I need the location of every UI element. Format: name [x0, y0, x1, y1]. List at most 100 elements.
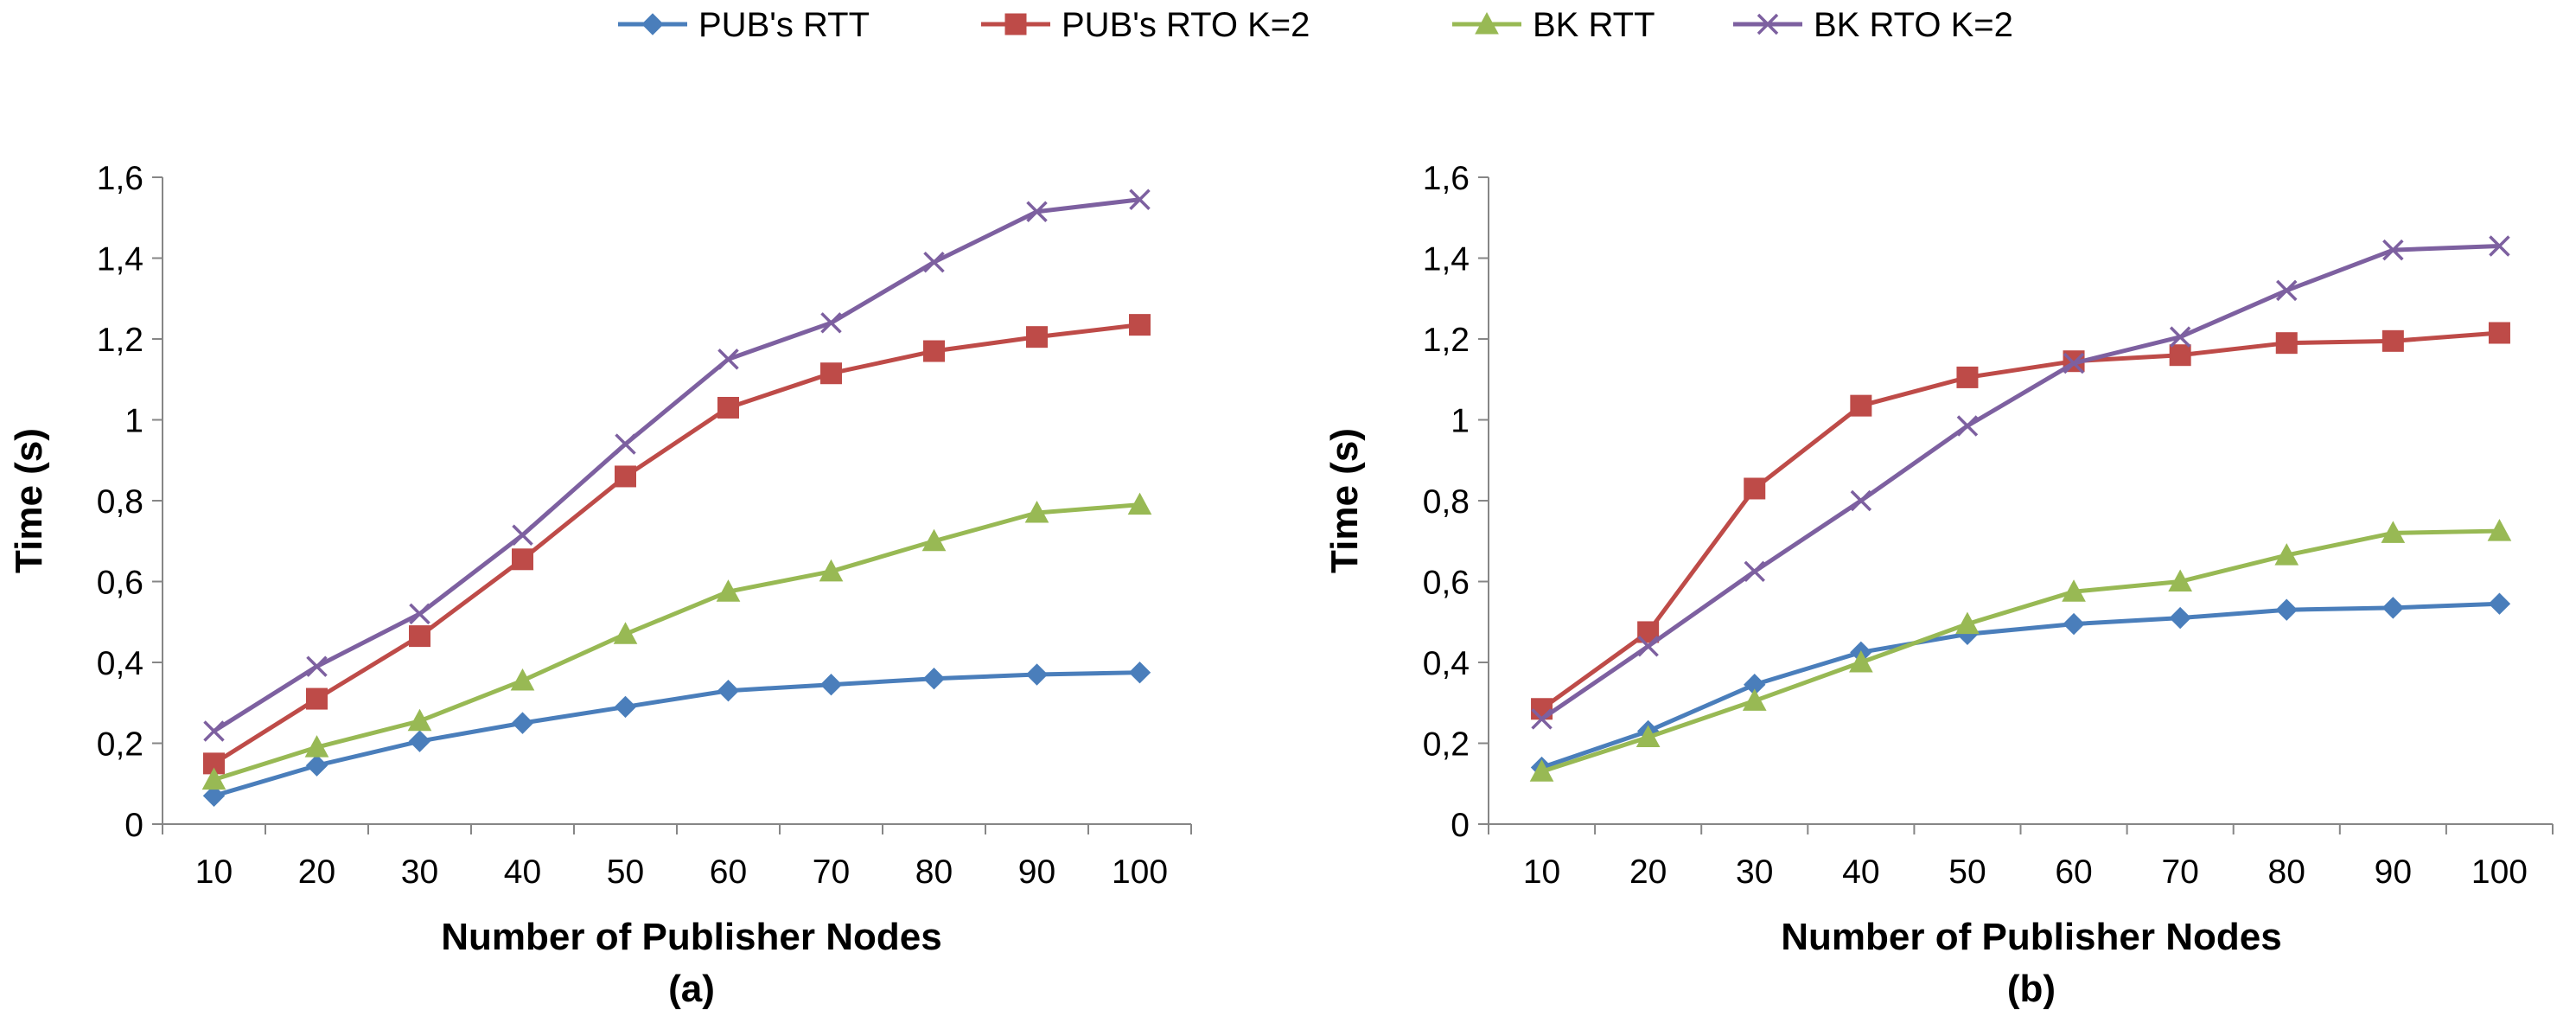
- y-tick-label: 0,8: [97, 483, 143, 521]
- data-point-bk-rto-k-2: [1850, 489, 1872, 512]
- data-point-pubs-rtt: [614, 695, 637, 719]
- y-tick-label: 0,2: [1423, 726, 1470, 764]
- y-tick-label: 0: [1451, 807, 1470, 844]
- data-point-pubs-rto-k-2: [923, 340, 945, 362]
- y-tick-label: 0: [124, 807, 143, 844]
- data-point-pubs-rto-k-2: [2169, 344, 2191, 367]
- x-tick-label: 60: [710, 854, 747, 891]
- x-tick-label: 50: [1948, 854, 1986, 891]
- series-line-pubs-rtt: [213, 670, 1140, 798]
- data-point-bk-rto-k-2: [2169, 326, 2191, 348]
- y-tick-label: 1,6: [97, 160, 143, 197]
- data-point-pubs-rtt: [2275, 598, 2298, 621]
- data-point-pubs-rtt: [2488, 592, 2511, 615]
- data-point-bk-rtt: [1636, 725, 1661, 747]
- data-point-bk-rto-k-2: [409, 603, 430, 625]
- data-point-bk-rto-k-2: [2489, 235, 2510, 257]
- data-point-bk-rto-k-2: [306, 655, 328, 677]
- data-point-pubs-rto-k-2: [820, 362, 842, 385]
- x-tick-label: 20: [298, 854, 335, 891]
- y-tick-label: 1: [124, 403, 143, 440]
- legend-label-pubs-rto-k-2: PUB's RTO K=2: [1062, 6, 1310, 44]
- data-point-pubs-rtt: [2382, 597, 2405, 619]
- x-tick-label: 20: [1629, 854, 1667, 891]
- data-point-bk-rtt: [1529, 759, 1554, 782]
- data-point-pubs-rtt: [2063, 612, 2085, 636]
- data-point-pubs-rtt: [717, 680, 740, 702]
- data-point-bk-rto-k-2: [2276, 279, 2298, 302]
- data-point-pubs-rto-k-2: [2275, 332, 2298, 355]
- data-point-pubs-rtt: [511, 712, 534, 734]
- data-point-pubs-rto-k-2: [512, 548, 533, 571]
- data-point-pubs-rto-k-2: [2488, 322, 2510, 344]
- data-point-pubs-rto-k-2: [409, 625, 430, 648]
- x-tick-label: 40: [504, 854, 541, 891]
- data-point-bk-rto-k-2: [1026, 201, 1048, 222]
- x-tick-label: 40: [1842, 854, 1879, 891]
- data-point-bk-rtt: [613, 622, 638, 644]
- data-point-bk-rto-k-2: [203, 720, 225, 742]
- data-point-bk-rtt: [2274, 543, 2299, 566]
- series-line-bk-rtt: [1540, 528, 2500, 774]
- legend-label-pubs-rtt: PUB's RTT: [698, 6, 870, 44]
- x-tick-label: 30: [1736, 854, 1773, 891]
- series-line-bk-rto-k-2: [213, 197, 1140, 733]
- data-point-bk-rto-k-2: [1956, 415, 1979, 437]
- data-point-bk-rto-k-2: [923, 251, 945, 273]
- data-point-bk-rtt: [2381, 521, 2406, 543]
- data-point-pubs-rto-k-2: [1744, 477, 1766, 500]
- series-line-bk-rtt: [213, 502, 1140, 782]
- legend-marker-bk-rto-k-2: [1757, 13, 1779, 35]
- data-point-bk-rto-k-2: [615, 433, 636, 455]
- chart-a: 0 0,2 0,4 0,6 0,8 1 1,2 1,4 1,6 10 20 30 40 50 60 70 80 9…: [8, 160, 1192, 1010]
- x-axis-title: Number of Publisher Nodes: [441, 916, 941, 958]
- data-point-bk-rtt: [1127, 492, 1152, 515]
- x-tick-label: 10: [1523, 854, 1560, 891]
- data-point-bk-rto-k-2: [2382, 239, 2404, 261]
- y-axis-title: Time (s): [8, 428, 50, 573]
- data-point-pubs-rto-k-2: [2382, 329, 2404, 352]
- x-tick-label: 70: [2161, 854, 2198, 891]
- y-tick-label: 0,6: [97, 565, 143, 602]
- chart-b: 0 0,2 0,4 0,6 0,8 1 1,2 1,4 1,6 10 20 30 40 50 60 70 80 9…: [1323, 160, 2554, 1010]
- y-tick-label: 0,8: [1423, 483, 1470, 521]
- data-point-bk-rtt: [819, 559, 844, 582]
- y-tick-label: 1,2: [97, 322, 143, 359]
- series-line-pubs-rtt: [1540, 601, 2500, 770]
- x-tick-label: 30: [401, 854, 438, 891]
- legend-marker-pubs-rtt: [641, 13, 664, 35]
- y-tick-label: 1: [1451, 403, 1470, 440]
- x-tick-label: 100: [1112, 854, 1168, 891]
- data-point-bk-rtt: [1849, 649, 1873, 673]
- y-tick-label: 0,6: [1423, 565, 1470, 602]
- data-point-bk-rto-k-2: [820, 312, 842, 334]
- x-tick-label: 100: [2471, 854, 2528, 891]
- data-point-bk-rtt: [201, 767, 226, 790]
- data-point-bk-rto-k-2: [2063, 352, 2085, 374]
- data-point-bk-rto-k-2: [1744, 560, 1765, 583]
- data-point-bk-rtt: [2062, 579, 2086, 602]
- data-point-bk-rtt: [2168, 569, 2192, 591]
- legend-marker-pubs-rto-k-2: [1004, 13, 1027, 35]
- data-point-bk-rto-k-2: [1129, 189, 1151, 210]
- x-tick-label: 80: [915, 854, 953, 891]
- x-tick-label: 10: [195, 854, 233, 891]
- data-point-pubs-rto-k-2: [1956, 366, 1979, 388]
- data-point-bk-rto-k-2: [512, 524, 533, 546]
- data-point-pubs-rto-k-2: [717, 396, 739, 419]
- data-point-pubs-rtt: [1025, 663, 1049, 686]
- legend: PUB's RTT PUB's RTO K=2 BK RTT BK RTO K=2: [618, 6, 2013, 44]
- y-tick-label: 0,4: [1423, 645, 1470, 682]
- series-line-pubs-rto-k-2: [1540, 330, 2500, 711]
- y-tick-label: 0,4: [97, 645, 143, 682]
- data-point-pubs-rtt: [1128, 661, 1151, 684]
- data-point-pubs-rtt: [819, 674, 843, 696]
- data-point-pubs-rtt: [202, 784, 226, 807]
- data-point-pubs-rtt: [305, 754, 328, 777]
- legend-label-bk-rtt: BK RTT: [1533, 6, 1655, 44]
- subfigure-label: (b): [2007, 968, 2056, 1010]
- y-tick-label: 1,6: [1423, 160, 1470, 197]
- y-tick-label: 1,4: [97, 241, 143, 278]
- data-point-pubs-rtt: [922, 667, 946, 690]
